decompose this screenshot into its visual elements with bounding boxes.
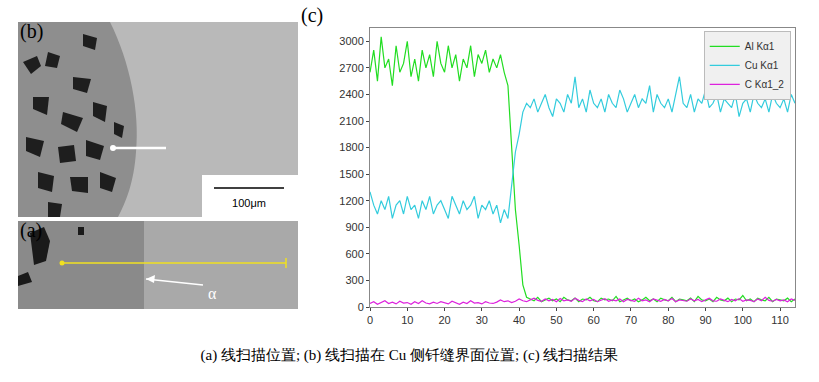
svg-text:Cu Kα1: Cu Kα1 xyxy=(745,60,779,71)
svg-text:Al Kα1: Al Kα1 xyxy=(745,41,775,52)
svg-text:100: 100 xyxy=(734,314,752,326)
svg-text:90: 90 xyxy=(699,314,711,326)
svg-text:50: 50 xyxy=(550,314,562,326)
svg-text:100μm: 100μm xyxy=(232,197,266,209)
svg-text:20: 20 xyxy=(438,314,450,326)
html-text:(b): (b) xyxy=(20,20,44,42)
html-text:(a): (a) xyxy=(20,219,43,241)
svg-text:1200: 1200 xyxy=(339,195,363,207)
svg-text:30: 30 xyxy=(476,314,488,326)
html-text:(c): (c) xyxy=(301,4,324,26)
svg-text:40: 40 xyxy=(513,314,525,326)
svg-text:C Kα1_2: C Kα1_2 xyxy=(745,79,785,90)
svg-text:α: α xyxy=(208,285,217,302)
svg-text:70: 70 xyxy=(625,314,637,326)
svg-text:110: 110 xyxy=(771,314,789,326)
svg-text:2100: 2100 xyxy=(339,115,363,127)
svg-text:300: 300 xyxy=(345,274,363,286)
svg-text:3000: 3000 xyxy=(339,35,363,47)
svg-text:0: 0 xyxy=(358,301,364,313)
svg-text:0: 0 xyxy=(367,314,373,326)
svg-text:900: 900 xyxy=(345,221,363,233)
svg-text:1800: 1800 xyxy=(339,141,363,153)
html-text:(a) 线扫描位置; (b) 线扫描在 Cu 侧钎缝界面位置: (a) 线扫描位置; (b) 线扫描在 Cu 侧钎缝界面位置; (c) 线扫描结… xyxy=(200,347,619,363)
svg-text:60: 60 xyxy=(588,314,600,326)
svg-text:2700: 2700 xyxy=(339,62,363,74)
svg-text:600: 600 xyxy=(345,248,363,260)
svg-text:2400: 2400 xyxy=(339,88,363,100)
svg-text:1500: 1500 xyxy=(339,168,363,180)
svg-text:10: 10 xyxy=(401,314,413,326)
svg-text:80: 80 xyxy=(662,314,674,326)
